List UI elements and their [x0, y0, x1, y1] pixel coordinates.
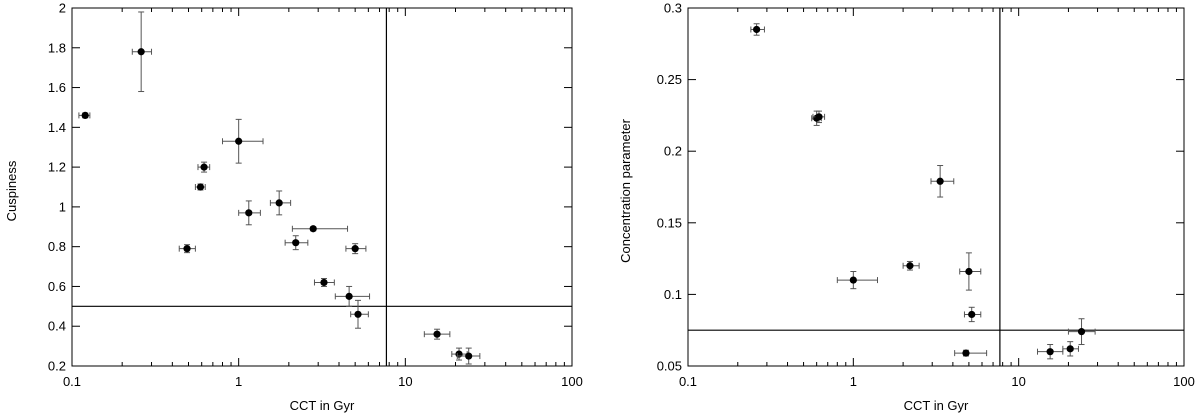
data-point — [292, 239, 300, 247]
y-tick-label: 1.4 — [48, 120, 66, 135]
y-tick-label: 0.2 — [664, 144, 682, 159]
data-point — [137, 48, 145, 56]
y-tick-label: 0.4 — [48, 319, 66, 334]
data-point — [906, 262, 914, 270]
x-tick-label: 100 — [561, 374, 583, 389]
data-point — [351, 245, 359, 253]
data-point — [1046, 348, 1054, 356]
y-tick-label: 0.25 — [657, 72, 682, 87]
data-point — [1066, 345, 1074, 353]
y-tick-label: 0.8 — [48, 239, 66, 254]
data-point — [245, 209, 253, 217]
data-point — [849, 276, 857, 284]
data-point — [354, 310, 362, 318]
y-tick-label: 1.8 — [48, 40, 66, 55]
data-point — [196, 183, 205, 191]
x-tick-label: 10 — [1011, 374, 1025, 389]
y-tick-label: 0.1 — [664, 287, 682, 302]
data-point — [455, 350, 463, 358]
x-axis-label: CCT in Gyr — [290, 398, 355, 413]
x-tick-label: 10 — [398, 374, 412, 389]
left-chart-panel: 0.1 1 10 100 0.2 0.4 0.6 0.8 1 1.2 1.4 1.6 1.8 2 CCT i… — [4, 1, 583, 414]
y-tick-label: 1 — [59, 199, 66, 214]
data-point — [1077, 328, 1086, 336]
data-point — [320, 278, 328, 287]
data-point — [815, 113, 823, 121]
x-tick-label: 1 — [850, 374, 857, 389]
data-point — [753, 25, 761, 34]
x-axis-label: CCT in Gyr — [904, 398, 969, 413]
y-tick-label: 0.05 — [657, 359, 682, 374]
x-tick-label: 0.1 — [63, 374, 81, 389]
y-axis-label: Concentration parameter — [618, 118, 633, 262]
plot-frame — [687, 7, 1185, 367]
data-point — [433, 330, 441, 338]
y-tick-label: 0.3 — [664, 1, 682, 16]
x-tick-label: 0.1 — [679, 374, 697, 389]
data-point — [465, 352, 473, 360]
y-tick-label: 0.15 — [657, 215, 682, 230]
data-point — [968, 310, 976, 319]
y-tick-label: 1.6 — [48, 80, 66, 95]
y-tick-label: 0.6 — [48, 279, 66, 294]
data-point — [275, 199, 283, 207]
data-point — [965, 267, 973, 276]
y-tick-label: 0.2 — [48, 359, 66, 374]
plot-frame — [71, 7, 573, 367]
y-tick-label: 1.2 — [48, 160, 66, 175]
data-point — [183, 245, 191, 253]
x-tick-label: 100 — [1173, 374, 1195, 389]
data-point — [962, 349, 970, 357]
data-point — [309, 225, 317, 233]
y-axis-label: Cuspiness — [4, 160, 19, 221]
data-point — [81, 111, 89, 119]
data-point — [235, 137, 243, 145]
data-point — [200, 163, 208, 171]
x-tick-label: 1 — [235, 374, 242, 389]
y-tick-label: 2 — [59, 1, 66, 16]
data-point — [936, 177, 944, 185]
data-point — [345, 292, 353, 300]
